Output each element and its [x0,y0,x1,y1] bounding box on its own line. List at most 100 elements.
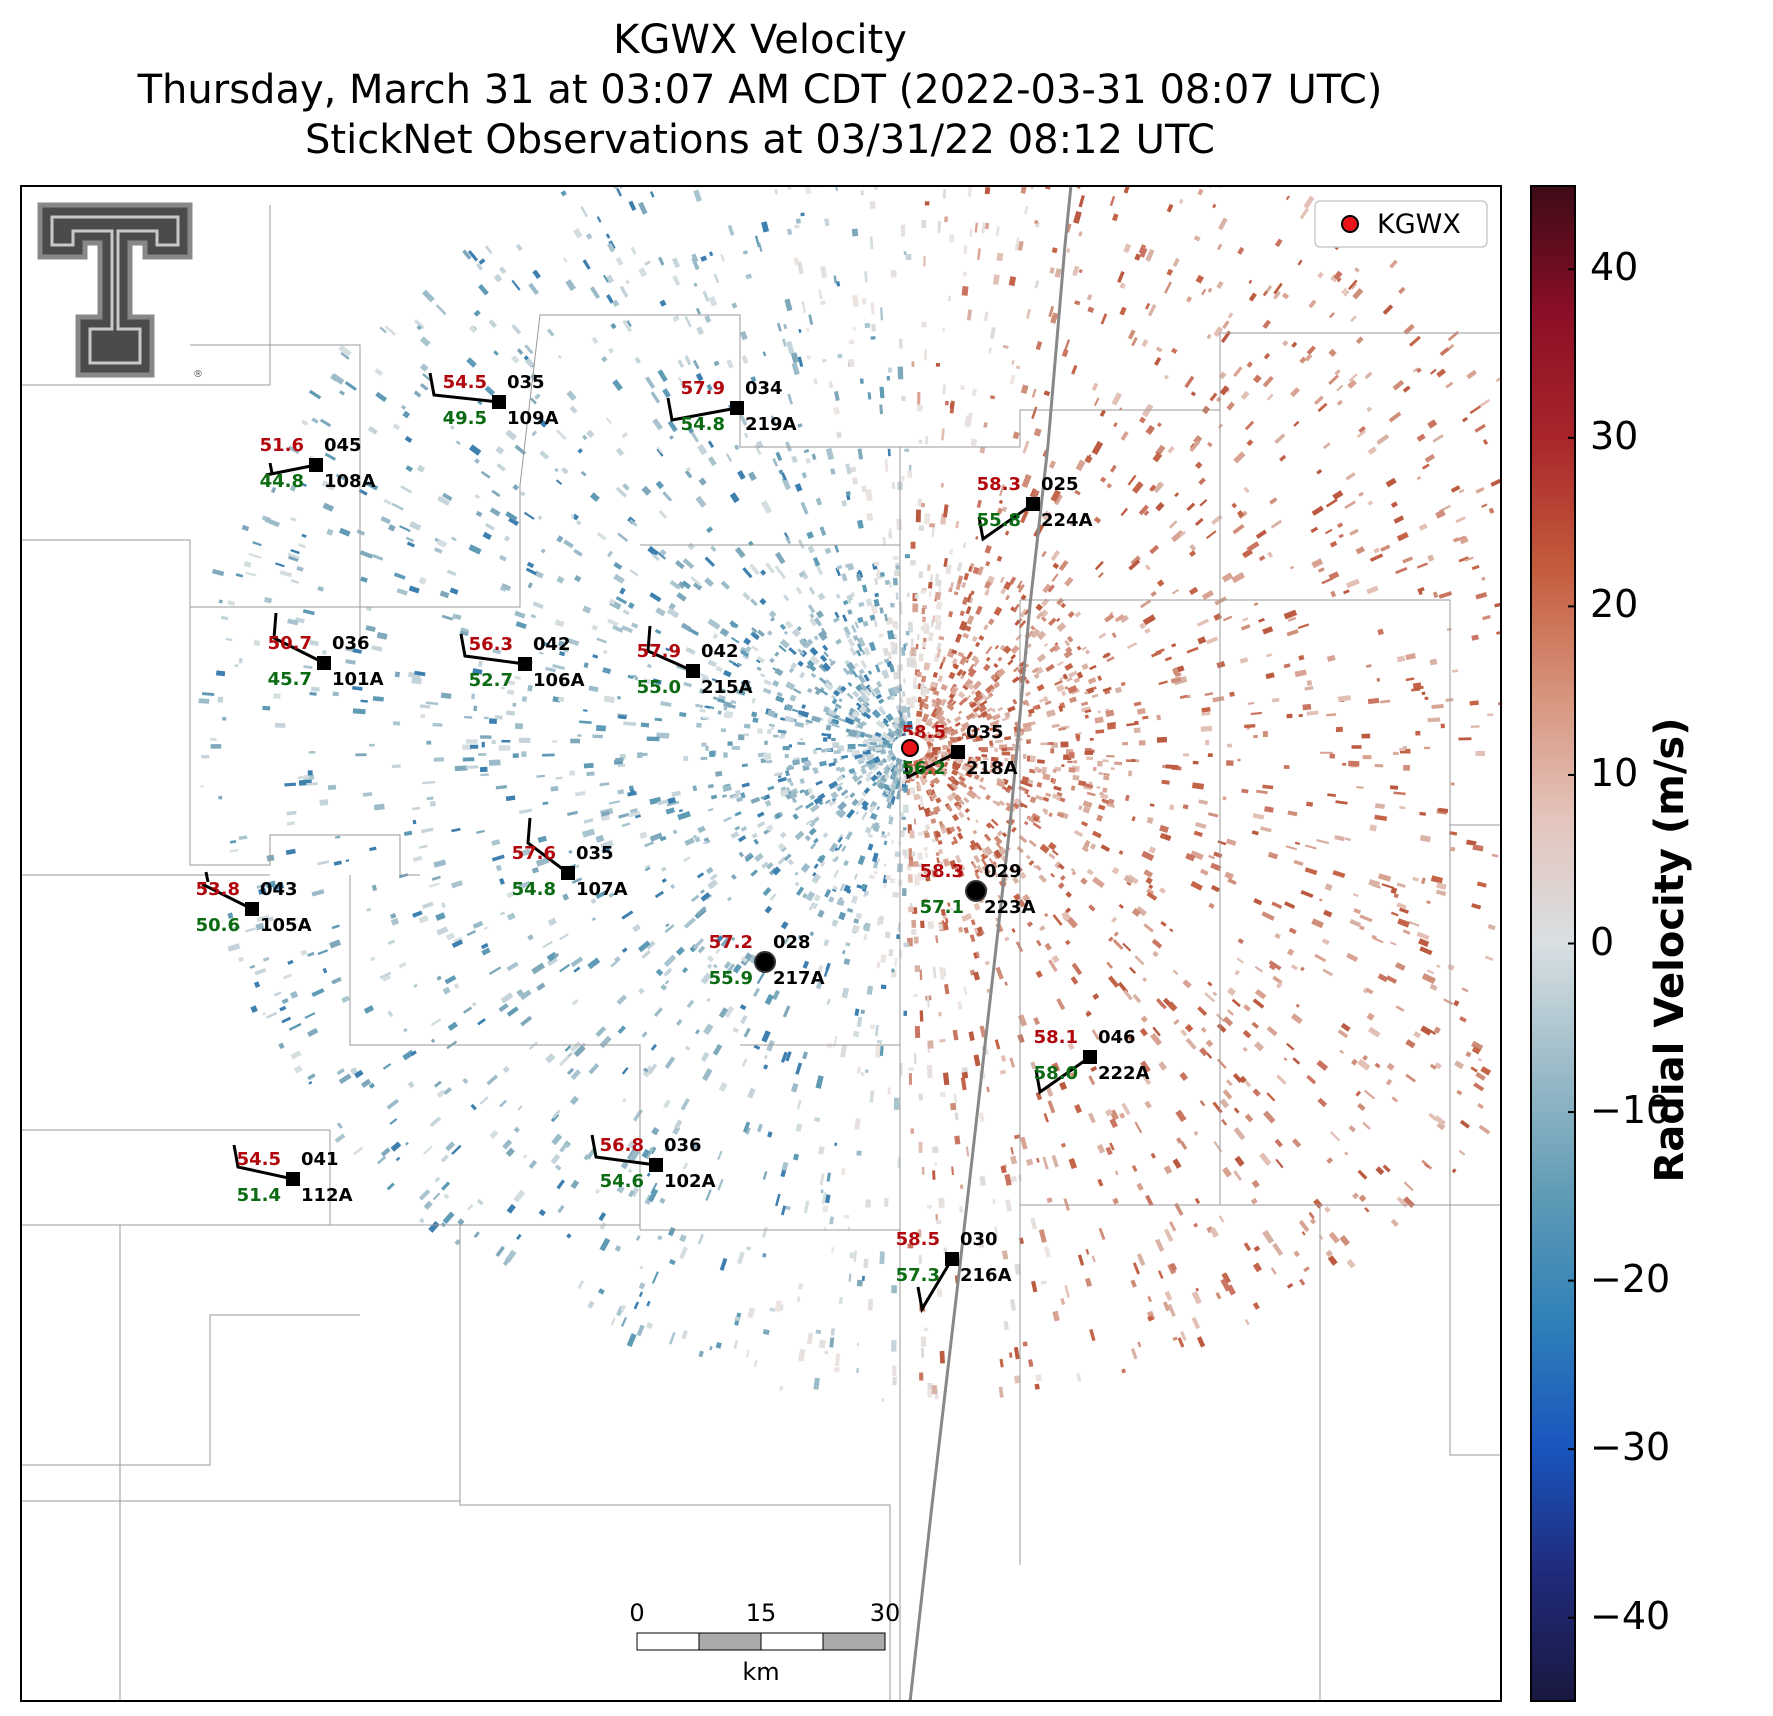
pressure-label: 042 [701,641,739,662]
dewpoint-label: 58.0 [1034,1063,1078,1084]
dewpoint-label: 52.7 [469,670,513,691]
station-id-label: 219A [745,414,797,435]
colorbar-tick-label: −40 [1590,1593,1671,1638]
station-id-label: 106A [533,670,585,691]
station-marker-219A [730,401,744,415]
pressure-label: 036 [664,1135,702,1156]
station-marker-107A [561,866,575,880]
legend-label: KGWX [1377,209,1461,240]
scalebar-tick-15: 15 [746,1599,777,1627]
map-background [20,185,1502,1702]
dewpoint-label: 55.8 [977,510,1021,531]
station-marker-106A [518,657,532,671]
wind-barb-101A [272,612,325,665]
dewpoint-label: 57.1 [920,897,964,918]
title-line-1: KGWX Velocity [613,17,907,63]
legend-box: KGWX [1314,200,1488,248]
station-id-label: 102A [664,1171,716,1192]
dewpoint-label: 50.6 [196,915,240,936]
station-id-label: 215A [701,677,753,698]
dewpoint-label: 54.6 [600,1171,644,1192]
station-marker-218A [951,745,965,759]
wind-barb-107A [526,817,569,875]
pressure-label: 035 [966,722,1004,743]
station-id-label: 216A [960,1265,1012,1286]
colorbar-tick-label: −20 [1590,1256,1671,1301]
wind-barb-105A [201,871,253,911]
station-marker-105A [245,902,259,916]
station-217A[interactable]: 57.2 028 55.9 217A [709,932,825,989]
station-222A[interactable]: 58.1 046 58.0 222A [1034,1027,1150,1095]
temperature-label: 53.8 [196,879,240,900]
station-marker-222A [1083,1050,1097,1064]
station-109A[interactable]: 54.5 035 49.5 109A [428,372,559,429]
temperature-label: 58.3 [977,474,1021,495]
dewpoint-label: 51.4 [237,1185,281,1206]
wind-barb-222A [1034,1055,1091,1095]
dewpoint-label: 57.3 [896,1265,940,1286]
title-line-3: StickNet Observations at 03/31/22 08:12 … [305,117,1215,163]
colorbar-tick-label: 30 [1590,413,1639,458]
pressure-label: 041 [301,1149,339,1170]
scalebar-tick-30: 30 [870,1599,901,1627]
wind-barb-224A [977,502,1034,542]
station-marker-224A [1026,497,1040,511]
station-marker-101A [317,656,331,670]
radar-map[interactable]: 51.6 045 44.8 108A 54.5 035 49.5 109A 57.9 034 54.… [20,185,1502,1702]
pressure-label: 045 [324,435,362,456]
legend-marker [1341,215,1359,233]
colorbar-title: Radial Velocity (m/s) [1647,717,1693,1183]
station-216A[interactable]: 58.5 030 57.3 216A [896,1229,1012,1314]
pressure-label: 036 [332,633,370,654]
temperature-label: 57.2 [709,932,753,953]
station-107A[interactable]: 57.6 035 54.8 107A [512,817,628,900]
colorbar [1530,185,1576,1702]
wind-barb-108A [265,462,317,477]
dewpoint-label: 49.5 [443,408,487,429]
station-id-label: 101A [332,669,384,690]
dewpoint-label: 45.7 [268,669,312,690]
wind-barb-216A [916,1258,954,1314]
colorbar-tick-label: 40 [1590,245,1639,290]
temperature-label: 50.7 [268,633,312,654]
calm-wind-marker-223A [965,880,987,902]
pressure-label: 030 [960,1229,998,1250]
temperature-label: 58.1 [1034,1027,1078,1048]
station-id-label: 222A [1098,1063,1150,1084]
colorbar-tick-label: 10 [1590,750,1639,795]
station-112A[interactable]: 54.5 041 51.4 112A [232,1144,353,1206]
radar-site-marker[interactable] [892,735,928,761]
dewpoint-label: 54.8 [681,414,725,435]
station-101A[interactable]: 50.7 036 45.7 101A [268,612,384,690]
station-215A[interactable]: 57.9 042 55.0 215A [637,625,753,698]
svg-text:®: ® [193,369,203,380]
station-102A[interactable]: 56.8 036 54.6 102A [590,1134,716,1192]
station-106A[interactable]: 56.3 042 52.7 106A [459,633,585,691]
station-223A[interactable]: 58.3 029 57.1 223A [920,861,1036,918]
wind-barb-102A [590,1134,657,1167]
temperature-label: 58.5 [896,1229,940,1250]
station-224A[interactable]: 58.3 025 55.8 224A [977,474,1093,542]
pressure-label: 046 [1098,1027,1136,1048]
temperature-label: 51.6 [260,435,304,456]
pressure-label: 029 [984,861,1022,882]
wind-barb-112A [232,1144,294,1181]
calm-wind-marker-217A [754,951,776,973]
county-boundaries [20,205,1502,1702]
dewpoint-label: 56.2 [902,758,946,779]
pressure-label: 028 [773,932,811,953]
station-id-label: 107A [576,879,628,900]
colorbar-tick-label: 0 [1590,919,1615,964]
temperature-label: 54.5 [237,1149,281,1170]
station-marker-216A [945,1252,959,1266]
station-108A[interactable]: 51.6 045 44.8 108A [260,435,376,492]
scale-bar: 0 15 30 km [629,1599,900,1686]
station-id-label: 108A [324,471,376,492]
station-id-label: 105A [260,915,312,936]
station-105A[interactable]: 53.8 043 50.6 105A [196,871,312,936]
pressure-label: 025 [1041,474,1079,495]
station-219A[interactable]: 57.9 034 54.8 219A [666,378,797,435]
temperature-label: 56.3 [469,634,513,655]
station-id-label: 109A [507,408,559,429]
station-id-label: 218A [966,758,1018,779]
